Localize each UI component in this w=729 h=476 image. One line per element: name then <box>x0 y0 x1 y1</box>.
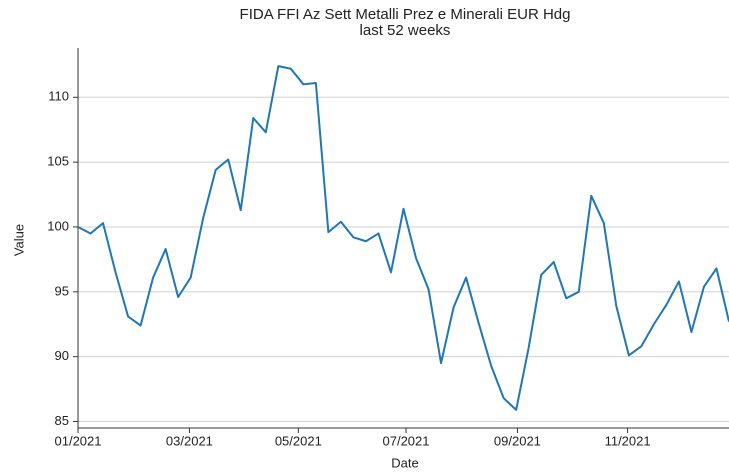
y-tick-label: 110 <box>48 89 69 104</box>
chart-subtitle: last 52 weeks <box>360 22 451 39</box>
y-axis-label: Value <box>11 224 26 256</box>
y-tick-label: 85 <box>55 413 69 428</box>
chart-title: FIDA FFI Az Sett Metalli Prez e Minerali… <box>240 6 571 23</box>
y-tick-label: 105 <box>47 154 69 169</box>
x-tick-label: 09/2021 <box>494 433 541 448</box>
y-tick-label: 95 <box>55 283 69 298</box>
y-tick-label: 90 <box>55 348 69 363</box>
x-tick-label: 11/2021 <box>605 433 651 448</box>
y-tick-label: 100 <box>47 218 69 233</box>
x-tick-label: 01/2021 <box>55 433 102 448</box>
x-tick-label: 05/2021 <box>275 433 322 448</box>
line <box>77 65 729 411</box>
x-tick-label: 03/2021 <box>166 433 213 448</box>
x-axis-label: Date <box>391 455 418 470</box>
x-tick-label: 07/2021 <box>383 433 430 448</box>
